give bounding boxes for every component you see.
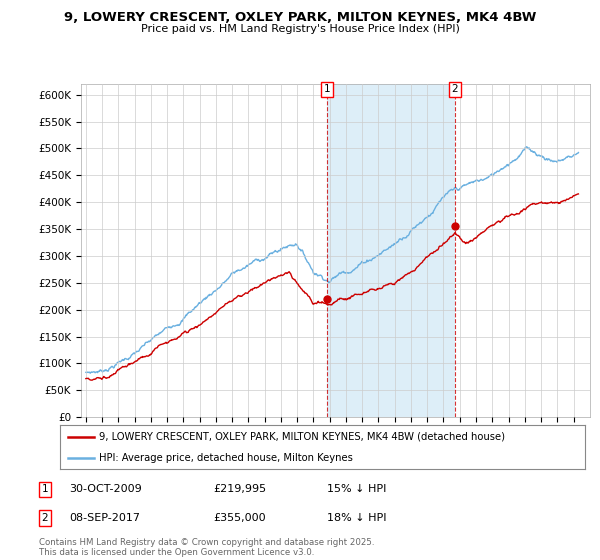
- Text: 1: 1: [323, 85, 330, 95]
- Text: 1: 1: [41, 484, 49, 494]
- Text: Contains HM Land Registry data © Crown copyright and database right 2025.
This d: Contains HM Land Registry data © Crown c…: [39, 538, 374, 557]
- Text: 08-SEP-2017: 08-SEP-2017: [69, 513, 140, 523]
- Text: HPI: Average price, detached house, Milton Keynes: HPI: Average price, detached house, Milt…: [100, 453, 353, 463]
- Text: 30-OCT-2009: 30-OCT-2009: [69, 484, 142, 494]
- Text: £219,995: £219,995: [213, 484, 266, 494]
- Bar: [327, 84, 455, 417]
- Text: 2: 2: [451, 85, 458, 95]
- Text: Price paid vs. HM Land Registry's House Price Index (HPI): Price paid vs. HM Land Registry's House …: [140, 24, 460, 34]
- Text: 15% ↓ HPI: 15% ↓ HPI: [327, 484, 386, 494]
- Text: 2: 2: [41, 513, 49, 523]
- Text: 9, LOWERY CRESCENT, OXLEY PARK, MILTON KEYNES, MK4 4BW (detached house): 9, LOWERY CRESCENT, OXLEY PARK, MILTON K…: [100, 432, 505, 442]
- Text: £355,000: £355,000: [213, 513, 266, 523]
- Text: 18% ↓ HPI: 18% ↓ HPI: [327, 513, 386, 523]
- Text: 9, LOWERY CRESCENT, OXLEY PARK, MILTON KEYNES, MK4 4BW: 9, LOWERY CRESCENT, OXLEY PARK, MILTON K…: [64, 11, 536, 24]
